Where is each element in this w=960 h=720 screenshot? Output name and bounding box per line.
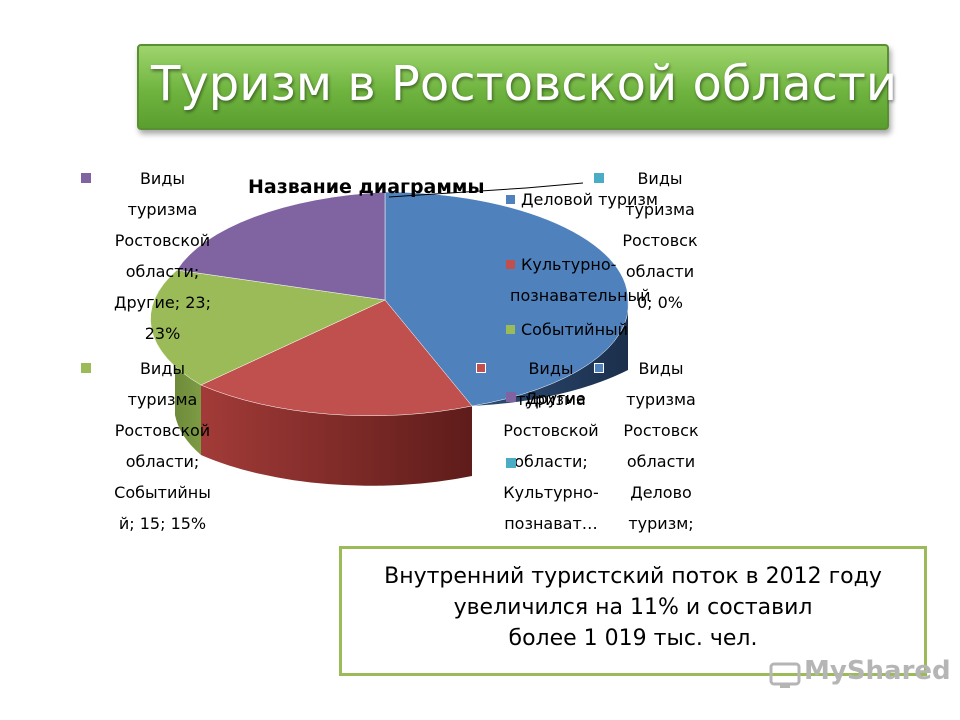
- title-banner: Туризм в Ростовской области: [137, 44, 897, 130]
- pie-slice-other: [176, 191, 386, 301]
- legend-item-culture: Культурно-: [521, 255, 617, 274]
- note-line-3: более 1 019 тыс. чел.: [508, 626, 758, 651]
- leader-line: [388, 182, 584, 198]
- label-marker-business: [594, 363, 604, 373]
- legend-item-business: Деловой туризм: [521, 190, 658, 209]
- label-marker-top-right: [594, 173, 604, 183]
- label-marker-culture: [476, 363, 486, 373]
- pie-side-red: [201, 385, 472, 486]
- note-line-1: Внутренний туристский поток в 2012 году: [384, 564, 882, 589]
- pie-side-green: [175, 345, 201, 455]
- legend-marker-business: [506, 195, 515, 204]
- data-label-culture: Виды туризма Ростовской области; Культур…: [503, 359, 599, 533]
- data-label-event: Виды туризма Ростовской области; Событий…: [114, 359, 211, 533]
- pie-slice-business: [384, 191, 629, 407]
- pie-slice-event: [150, 269, 386, 386]
- data-label-other: Виды туризма Ростовской области; Другие;…: [114, 169, 211, 343]
- legend-item-culture-line2: познавательный: [510, 286, 651, 305]
- legend-item-event: Событийный: [521, 320, 629, 339]
- legend-marker-culture: [506, 260, 515, 269]
- pie-slice-culture: [200, 299, 473, 417]
- label-marker-event: [81, 363, 91, 373]
- label-marker-overlap-2: [506, 458, 516, 468]
- page-title: Туризм в Ростовской области: [151, 56, 898, 112]
- chart-title: Название диаграммы: [248, 176, 485, 198]
- data-label-overlap: Другие: [525, 389, 586, 408]
- data-label-top-right: Виды туризма Ростовск области 0; 0%: [622, 169, 698, 312]
- note-box: Внутренний туристский поток в 2012 году …: [339, 546, 927, 676]
- label-marker-other: [81, 173, 91, 183]
- data-label-business: Виды туризма Ростовск области Делово тур…: [623, 359, 699, 533]
- watermark: MyShared: [804, 656, 951, 686]
- legend-marker-event: [506, 325, 515, 334]
- label-marker-overlap-1: [506, 392, 516, 402]
- note-line-2: увеличился на 11% и составил: [453, 595, 813, 620]
